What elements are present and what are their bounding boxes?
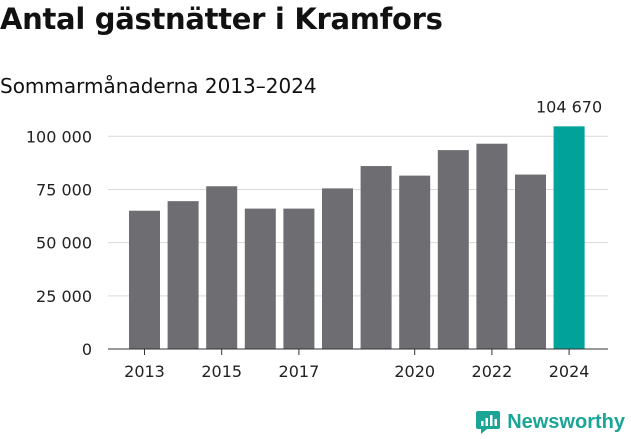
y-tick-label: 25 000	[36, 287, 92, 306]
x-tick-label: 2020	[394, 362, 435, 381]
bar-2024	[553, 126, 585, 349]
x-tick-label: 2015	[201, 362, 242, 381]
bar-2017	[283, 208, 315, 349]
x-tick-label: 2013	[124, 362, 165, 381]
x-tick-label: 2017	[279, 362, 320, 381]
bar-2019	[360, 166, 392, 349]
x-tick-label: 2022	[472, 362, 513, 381]
newsworthy-brand: Newsworthy	[475, 406, 625, 438]
bar-2021	[437, 150, 469, 349]
bar-2015	[206, 186, 238, 349]
y-tick-label: 100 000	[26, 127, 92, 146]
chart-title: Antal gästnätter i Kramfors	[0, 2, 443, 36]
x-tick-label: 2024	[549, 362, 590, 381]
bar-2022	[476, 143, 508, 349]
bar-2020	[399, 175, 431, 349]
y-tick-label: 75 000	[36, 180, 92, 199]
bar-chart: 0 25 000 50 000 75 000 100 000 2013 2015 2017 20…	[26, 97, 608, 381]
newsworthy-logo-icon	[476, 411, 501, 434]
bar-2013	[129, 210, 160, 349]
bar-2023	[515, 174, 546, 349]
y-tick-label: 0	[82, 340, 92, 359]
newsworthy-wordmark: Newsworthy	[507, 410, 625, 433]
bar-2016	[244, 208, 276, 349]
chart-subtitle: Sommarmånaderna 2013–2024	[0, 74, 317, 98]
bar-2014	[167, 201, 199, 349]
data-label: 104 670	[536, 97, 602, 116]
bar-2018	[322, 188, 353, 349]
y-tick-label: 50 000	[36, 234, 92, 253]
